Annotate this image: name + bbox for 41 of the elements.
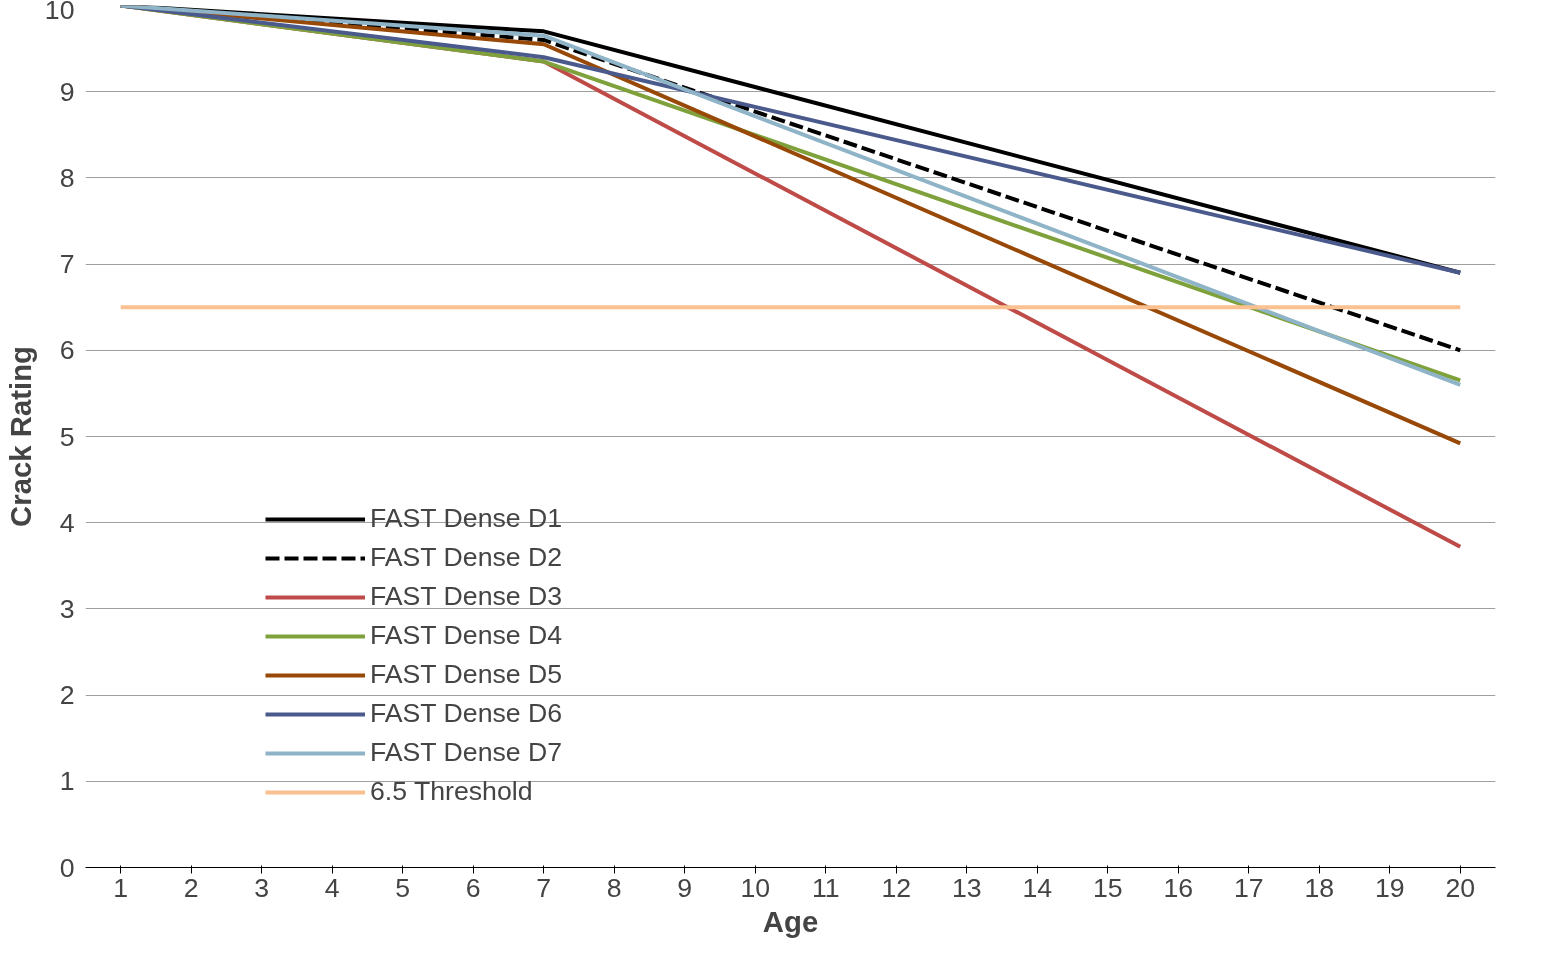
y-tick-label: 0	[59, 852, 75, 883]
legend-label: FAST Dense D2	[370, 542, 563, 573]
x-tick-label: 8	[606, 872, 622, 903]
x-tick-label: 10	[740, 872, 771, 903]
legend-label: FAST Dense D7	[370, 737, 563, 768]
x-axis-title: Age	[762, 904, 819, 938]
x-tick-label: 2	[183, 872, 199, 903]
y-tick-label: 1	[59, 766, 75, 797]
y-tick-label: 6	[59, 335, 75, 366]
legend-label: 6.5 Threshold	[370, 776, 533, 807]
x-tick-label: 9	[677, 872, 693, 903]
x-tick-label: 1	[113, 872, 129, 903]
x-tick-label: 16	[1163, 872, 1194, 903]
x-tick-label: 12	[881, 872, 912, 903]
x-tick-label: 4	[324, 872, 340, 903]
y-tick-label: 5	[59, 421, 75, 452]
y-axis-title: Crack Rating	[3, 346, 37, 527]
x-tick-label: 6	[465, 872, 481, 903]
x-tick-label: 13	[951, 872, 982, 903]
x-tick-label: 19	[1374, 872, 1405, 903]
legend-label: FAST Dense D3	[370, 581, 563, 612]
y-tick-label: 3	[59, 593, 75, 624]
y-tick-label: 2	[59, 680, 75, 711]
legend-label: FAST Dense D6	[370, 698, 563, 729]
x-tick-label: 17	[1233, 872, 1264, 903]
y-tick-label: 9	[59, 76, 75, 107]
y-tick-label: 4	[59, 507, 75, 538]
y-tick-label: 7	[59, 249, 75, 280]
x-tick-label: 5	[395, 872, 411, 903]
y-tick-label: 10	[44, 0, 75, 25]
legend-label: FAST Dense D4	[370, 620, 563, 651]
legend-label: FAST Dense D1	[370, 503, 563, 534]
x-tick-label: 18	[1304, 872, 1335, 903]
x-tick-label: 14	[1022, 872, 1053, 903]
legend-label: FAST Dense D5	[370, 659, 563, 690]
y-tick-label: 8	[59, 162, 75, 193]
x-tick-label: 15	[1092, 872, 1123, 903]
x-tick-label: 20	[1445, 872, 1476, 903]
x-tick-label: 7	[536, 872, 552, 903]
x-tick-label: 11	[811, 872, 840, 903]
x-tick-label: 3	[254, 872, 270, 903]
